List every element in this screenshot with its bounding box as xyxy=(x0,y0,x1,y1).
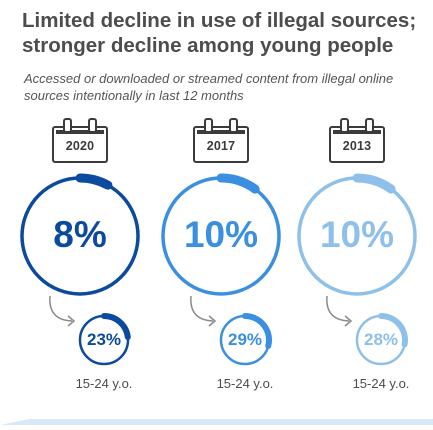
calendar-year-label: 2013 xyxy=(342,139,372,153)
bottom-decoration xyxy=(0,412,433,425)
arrow-head xyxy=(208,315,217,327)
youth-percent-label: 23% xyxy=(86,330,122,349)
overall-ring xyxy=(297,173,417,296)
overall-percent-label: 8% xyxy=(53,214,107,255)
calendar-header-bar xyxy=(197,130,245,134)
year-column: 2013 10% 28% 15-24 y.o. xyxy=(289,0,429,418)
age-group-label: 15-24 y.o. xyxy=(75,376,133,391)
down-right-arrow-icon xyxy=(326,295,353,327)
calendar-body xyxy=(52,126,108,163)
youth-ring xyxy=(78,313,131,366)
youth-ring xyxy=(355,313,408,366)
calendar-ring xyxy=(63,118,72,133)
chart-subtitle: Accessed or downloaded or streamed conte… xyxy=(24,71,394,103)
overall-ring xyxy=(161,173,281,296)
down-right-arrow-icon xyxy=(190,295,217,327)
age-group-label: 15-24 y.o. xyxy=(216,376,274,391)
calendar-ring xyxy=(365,118,374,133)
youth-percent-label: 29% xyxy=(227,330,263,349)
calendar-year-label: 2020 xyxy=(65,139,95,153)
overall-percent-label: 10% xyxy=(319,214,395,255)
calendar-icon: 2020 xyxy=(52,118,108,163)
overall-progress-arc xyxy=(75,173,113,190)
youth-progress-arc xyxy=(378,313,408,348)
calendar-ring xyxy=(88,118,97,133)
youth-progress-arc xyxy=(101,313,131,340)
arrow-shaft xyxy=(49,295,73,322)
chart-title-line: stronger decline among young people xyxy=(22,34,394,57)
overall-ring xyxy=(20,173,140,296)
arrow-head xyxy=(344,315,353,327)
overall-progress-arc xyxy=(352,173,396,194)
chart-title-line: Limited decline in use of illegal source… xyxy=(22,9,417,32)
calendar-year-label: 2017 xyxy=(206,139,236,153)
calendar-icon: 2017 xyxy=(193,118,249,163)
age-group-label: 15-24 y.o. xyxy=(352,376,410,391)
calendar-ring xyxy=(204,118,213,133)
arrow-shaft xyxy=(190,295,214,322)
youth-progress-arc xyxy=(242,313,272,349)
overall-progress-arc xyxy=(216,173,260,194)
youth-ring xyxy=(219,313,272,366)
chart-title: Limited decline in use of illegal source… xyxy=(22,8,427,58)
calendar-header-bar xyxy=(333,130,381,134)
calendar-icon: 2013 xyxy=(329,118,385,163)
calendar-body xyxy=(193,126,249,163)
arrow-head xyxy=(67,315,76,327)
year-column: 2017 10% 29% 15-24 y.o. xyxy=(153,0,293,418)
arrow-shaft xyxy=(326,295,350,322)
overall-percent-label: 10% xyxy=(183,214,259,255)
calendar-ring xyxy=(340,118,349,133)
down-right-arrow-icon xyxy=(49,295,76,327)
calendar-body xyxy=(329,126,385,163)
youth-percent-label: 28% xyxy=(363,330,399,349)
year-column: 2020 8% 23% 15-24 y.o. xyxy=(12,0,152,418)
calendar-header-bar xyxy=(56,130,104,134)
calendar-ring xyxy=(229,118,238,133)
